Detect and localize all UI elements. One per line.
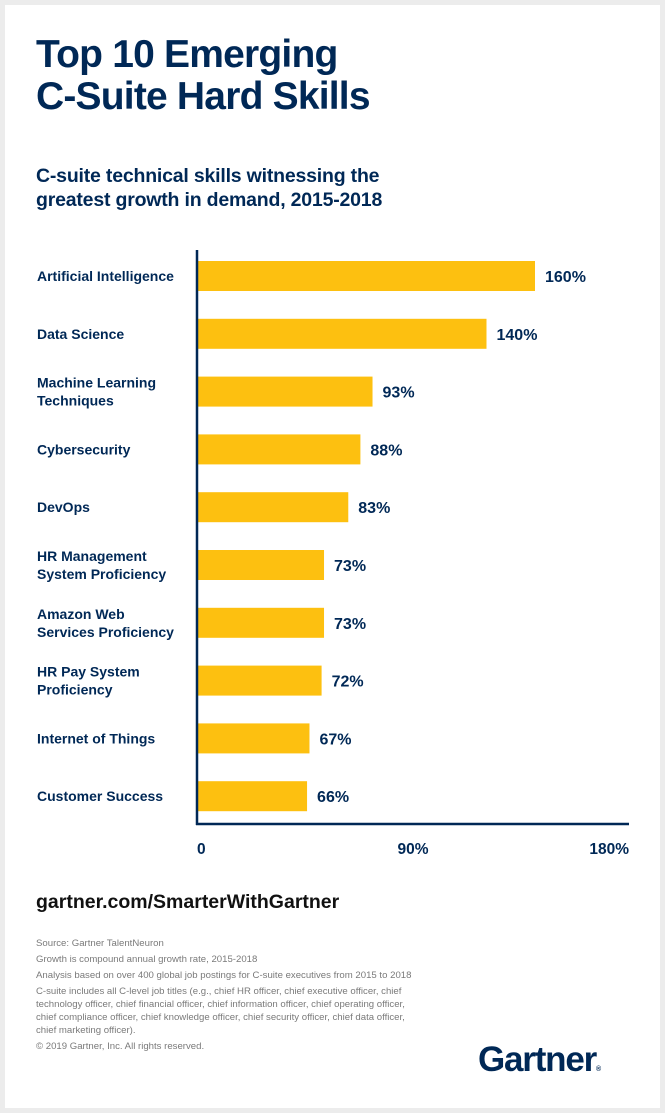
category-label: System Proficiency <box>37 566 166 582</box>
value-label: 66% <box>317 789 349 806</box>
value-label: 67% <box>319 731 351 748</box>
bar <box>198 434 361 465</box>
category-label: Internet of Things <box>37 730 155 746</box>
value-label: 83% <box>358 500 390 517</box>
bar <box>198 607 325 638</box>
bar <box>198 723 310 754</box>
bar <box>198 376 373 407</box>
footnote-copyright: © 2019 Gartner, Inc. All rights reserved… <box>36 1041 205 1052</box>
chart-subtitle: C-suite technical skills witnessing the … <box>36 164 382 212</box>
category-label: Artificial Intelligence <box>37 268 174 284</box>
category-label: Amazon Web <box>37 606 125 622</box>
source-url[interactable]: gartner.com/SmarterWithGartner <box>36 891 340 913</box>
x-tick-label: 180% <box>589 841 629 858</box>
footnote-csuite: C-suite includes all C-level job titles … <box>36 986 405 1036</box>
gartner-logo: Gartner® <box>478 1040 601 1080</box>
category-label: Customer Success <box>37 788 163 804</box>
category-label: Techniques <box>37 393 114 409</box>
category-label: Cybersecurity <box>37 441 131 457</box>
bar <box>198 261 535 291</box>
value-label: 73% <box>334 558 366 575</box>
footnotes: Source: Gartner TalentNeuron Growth is c… <box>36 937 416 1056</box>
infographic-card <box>5 5 660 1108</box>
category-label: HR Pay System <box>37 664 140 680</box>
bar <box>198 550 325 580</box>
value-label: 160% <box>545 269 586 286</box>
value-label: 72% <box>332 674 364 691</box>
value-label: 140% <box>497 327 538 344</box>
subtitle-line-2: greatest growth in demand, 2015-2018 <box>36 189 383 211</box>
category-label: DevOps <box>37 499 90 515</box>
bar <box>198 781 308 812</box>
bar <box>198 665 322 696</box>
category-label: Services Proficiency <box>37 624 174 640</box>
category-label: Machine Learning <box>37 375 156 391</box>
footnote-growth: Growth is compound annual growth rate, 2… <box>36 954 258 965</box>
category-label: Proficiency <box>37 682 113 698</box>
title-line-1: Top 10 Emerging <box>36 33 338 76</box>
bar-chart: 160% Artificial Intelligence 140% Data Scie… <box>37 250 629 858</box>
x-tick-label: 0 <box>197 841 206 858</box>
footnote-analysis: Analysis based on over 400 global job po… <box>36 970 412 981</box>
value-label: 88% <box>370 442 402 459</box>
bar <box>198 492 349 523</box>
title-line-2: C-Suite Hard Skills <box>36 75 371 118</box>
value-label: 73% <box>334 616 366 633</box>
registered-mark: ® <box>596 1066 602 1073</box>
x-tick-label: 90% <box>397 841 428 858</box>
footnote-source: Source: Gartner TalentNeuron <box>36 938 164 949</box>
category-label: HR Management <box>37 548 147 564</box>
page-title: Top 10 Emerging C-Suite Hard Skills <box>36 33 371 118</box>
subtitle-line-1: C-suite technical skills witnessing the <box>36 165 380 187</box>
category-label: Data Science <box>37 326 124 342</box>
value-label: 93% <box>383 385 415 402</box>
logo-text: Gartner <box>478 1040 597 1079</box>
bar <box>198 318 487 349</box>
